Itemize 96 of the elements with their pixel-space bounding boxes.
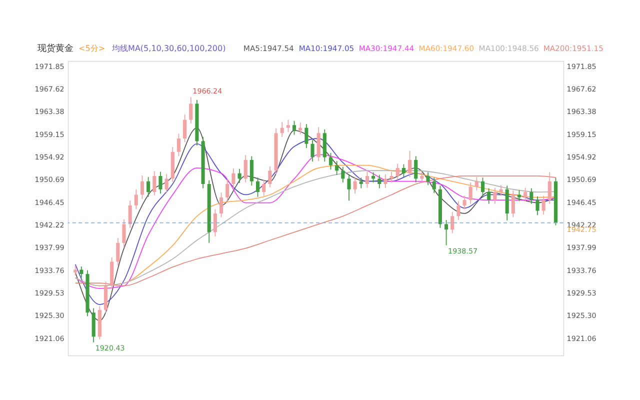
candlestick xyxy=(402,164,406,178)
y2-tick-label: 1937.99 xyxy=(566,243,597,252)
candlestick xyxy=(517,190,522,202)
y-tick-label: 1950.69 xyxy=(34,175,65,184)
candlestick xyxy=(548,172,552,204)
candlestick xyxy=(244,154,248,183)
candlestick xyxy=(232,168,236,188)
candlestick xyxy=(536,196,540,216)
candlestick xyxy=(292,120,296,136)
candlestick xyxy=(493,187,497,204)
y2-tick-label: 1967.62 xyxy=(566,84,596,94)
candlestick xyxy=(80,266,84,278)
y2-tick-label: 1933.76 xyxy=(566,266,597,275)
y-tick-label: 1963.38 xyxy=(34,107,65,116)
chart-title: 现货黄金 xyxy=(37,43,74,54)
candlestick xyxy=(499,184,503,196)
y2-tick-label: 1929.53 xyxy=(566,288,596,298)
candlestick xyxy=(74,264,78,276)
candlestick xyxy=(444,219,448,246)
candlestick xyxy=(347,174,351,202)
candlestick xyxy=(328,152,333,170)
candlestick xyxy=(280,121,284,138)
candlestick xyxy=(359,177,363,189)
candlestick xyxy=(262,179,266,196)
candlestick xyxy=(474,176,478,191)
y-tick-label: 1942.22 xyxy=(34,220,64,230)
candlestick xyxy=(511,190,515,218)
candlestick xyxy=(140,175,144,200)
candlestick xyxy=(530,188,534,204)
candlestick xyxy=(396,163,400,180)
candlestick xyxy=(414,156,418,183)
y-tick-label: 1959.15 xyxy=(34,130,64,139)
candlestick xyxy=(408,150,412,178)
y2-tick-label: 1959.15 xyxy=(566,130,596,139)
candlestick xyxy=(456,200,460,220)
y-tick-label: 1954.92 xyxy=(34,152,64,162)
candlestick xyxy=(116,238,120,266)
chart-subtitle: <5分> xyxy=(78,44,106,54)
annotation: 1966.24 xyxy=(192,86,223,96)
candlestick xyxy=(462,195,466,210)
candlestick xyxy=(189,96,193,124)
candlestick xyxy=(164,173,168,194)
legend-title: 均线MA(5,10,30,60,100,200) xyxy=(111,44,226,54)
y2-tick-label: 1950.69 xyxy=(566,175,597,184)
candlestick xyxy=(341,166,345,183)
candlestick xyxy=(353,176,357,194)
y2-tick-label: 1946.45 xyxy=(566,198,596,207)
candlestick xyxy=(158,171,162,194)
candlestick xyxy=(226,178,230,202)
candlestick xyxy=(183,114,187,143)
candlestick xyxy=(372,172,376,183)
y-tick-label: 1971.85 xyxy=(34,62,64,71)
candlestick xyxy=(480,177,485,196)
candlestick xyxy=(524,187,528,202)
candlestick xyxy=(128,200,132,228)
candlestick xyxy=(250,156,254,186)
y-tick-label: 1929.53 xyxy=(34,288,64,298)
candlestick xyxy=(286,119,290,133)
candlestick xyxy=(384,174,388,188)
annotation: 1938.57 xyxy=(448,246,478,256)
y-tick-label: 1921.06 xyxy=(34,334,65,343)
candlestick xyxy=(487,188,491,204)
y2-tick-label: 1963.38 xyxy=(566,107,597,116)
candlestick xyxy=(310,140,314,162)
y2-tick-label: 1925.30 xyxy=(566,311,597,320)
candlestick xyxy=(134,188,138,210)
candlestick xyxy=(146,176,150,198)
candlestick xyxy=(420,171,424,184)
y-tick-label: 1933.76 xyxy=(34,266,65,275)
candlestick xyxy=(220,192,224,218)
y-tick-label: 1946.45 xyxy=(34,198,64,207)
candlestick xyxy=(468,182,472,204)
y2-tick-label: 1971.85 xyxy=(566,62,596,71)
candlestick xyxy=(542,195,546,215)
candlestick xyxy=(304,124,308,149)
y-tick-label: 1937.99 xyxy=(34,243,65,252)
candlestick xyxy=(152,170,156,196)
y-tick-label: 1925.30 xyxy=(34,311,65,320)
candlestick xyxy=(378,174,382,189)
candlestick xyxy=(335,160,339,176)
candlestick xyxy=(256,177,260,198)
candlestick xyxy=(298,122,302,135)
candlestick xyxy=(238,168,242,184)
candlestick xyxy=(450,211,454,234)
candlestick xyxy=(213,208,217,237)
candlestick xyxy=(390,171,394,183)
candlestick xyxy=(426,172,430,186)
annotation: 1920.43 xyxy=(95,343,125,352)
candlestick xyxy=(268,166,272,188)
candlestick xyxy=(176,133,180,157)
candlestick xyxy=(365,171,370,188)
candlestick xyxy=(122,218,126,248)
y2-tick-label: 1954.92 xyxy=(566,152,596,162)
y-tick-label: 1967.62 xyxy=(34,84,64,94)
y2-tick-label: 1921.06 xyxy=(566,334,597,343)
candlestick xyxy=(432,177,436,194)
